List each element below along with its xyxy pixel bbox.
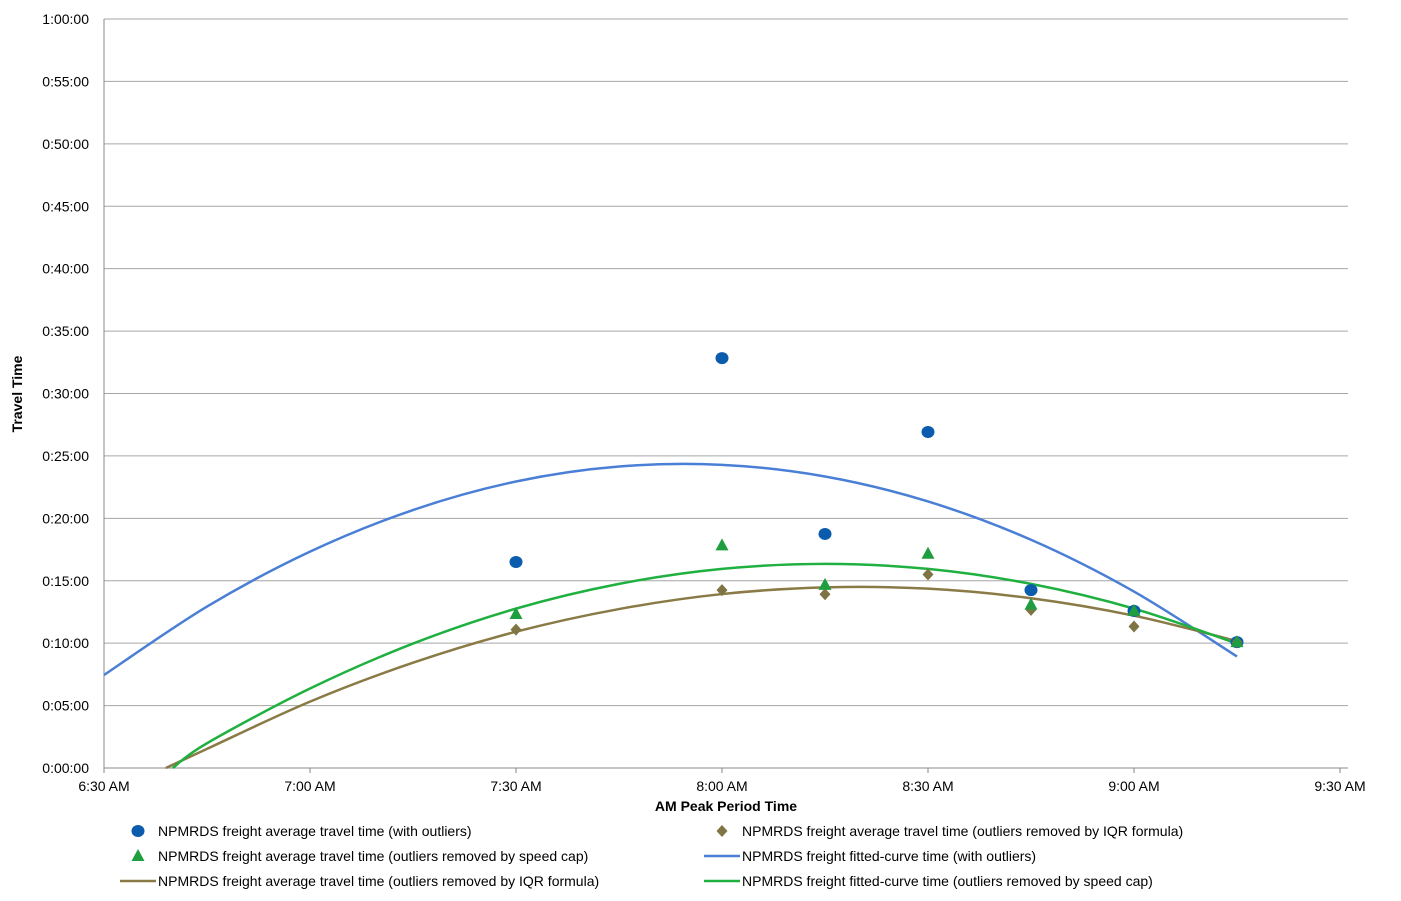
y-tick-label: 0:35:00 <box>42 323 89 339</box>
x-tick-label: 9:30 AM <box>1314 778 1365 794</box>
y-tick-label: 0:10:00 <box>42 635 89 651</box>
triangle-data-point <box>715 538 729 551</box>
fitted-curve-line <box>165 585 1238 770</box>
legend-item: NPMRDS freight average travel time (with… <box>131 823 472 839</box>
legend-label: NPMRDS freight average travel time (with… <box>158 823 472 839</box>
y-tick-label: 0:00:00 <box>42 760 89 776</box>
legend-item: NPMRDS freight fitted-curve time (with o… <box>704 848 1036 864</box>
legend-item: NPMRDS freight average travel time (outl… <box>120 873 599 889</box>
x-tick-label: 8:30 AM <box>902 778 953 794</box>
circle-data-point <box>715 352 729 365</box>
y-tick-label: 0:50:00 <box>42 136 89 152</box>
x-tick-label: 7:00 AM <box>284 778 335 794</box>
triangle-data-point <box>1127 603 1141 616</box>
legend-circle-icon <box>131 825 145 837</box>
legend-label: NPMRDS freight fitted-curve time (with o… <box>742 848 1036 864</box>
y-tick-label: 0:30:00 <box>42 386 89 402</box>
diamond-data-point <box>716 584 728 597</box>
triangle-data-point <box>1024 597 1038 610</box>
x-axis-title: AM Peak Period Time <box>655 798 797 814</box>
x-tick-label: 8:00 AM <box>696 778 747 794</box>
legend-label: NPMRDS freight average travel time (outl… <box>158 848 588 864</box>
y-tick-label: 0:25:00 <box>42 448 89 464</box>
diamond-data-point <box>922 568 934 581</box>
y-tick-label: 0:55:00 <box>42 73 89 89</box>
legend-label: NPMRDS freight fitted-curve time (outlie… <box>742 873 1153 889</box>
circle-data-point <box>818 527 832 540</box>
legend-triangle-icon <box>131 849 145 861</box>
fitted-curve-line <box>171 562 1238 770</box>
triangle-data-point <box>509 607 523 620</box>
legend-label: NPMRDS freight average travel time (outl… <box>742 823 1183 839</box>
fitted-curve-line <box>103 462 1238 677</box>
legend-item: NPMRDS freight average travel time (outl… <box>131 848 588 864</box>
x-tick-label: 6:30 AM <box>78 778 129 794</box>
circle-data-point <box>1024 584 1038 597</box>
y-tick-label: 1:00:00 <box>42 11 89 27</box>
circle-data-point <box>921 425 935 438</box>
x-tick-label: 9:00 AM <box>1108 778 1159 794</box>
y-tick-label: 0:15:00 <box>42 573 89 589</box>
diamond-data-point <box>819 588 831 601</box>
y-tick-label: 0:40:00 <box>42 261 89 277</box>
y-tick-label: 0:05:00 <box>42 698 89 714</box>
x-tick-label: 7:30 AM <box>490 778 541 794</box>
legend-diamond-icon <box>716 825 728 837</box>
diamond-data-point <box>510 623 522 636</box>
triangle-data-point <box>921 546 935 559</box>
y-tick-label: 0:45:00 <box>42 198 89 214</box>
diamond-data-point <box>1128 620 1140 633</box>
triangle-data-point <box>818 577 832 590</box>
legend-item: NPMRDS freight average travel time (outl… <box>716 823 1183 839</box>
y-axis-title: Travel Time <box>9 355 25 432</box>
legend-item: NPMRDS freight fitted-curve time (outlie… <box>704 873 1153 889</box>
circle-data-point <box>509 556 523 569</box>
legend-label: NPMRDS freight average travel time (outl… <box>158 873 599 889</box>
y-tick-label: 0:20:00 <box>42 510 89 526</box>
triangle-data-point <box>1230 635 1244 648</box>
